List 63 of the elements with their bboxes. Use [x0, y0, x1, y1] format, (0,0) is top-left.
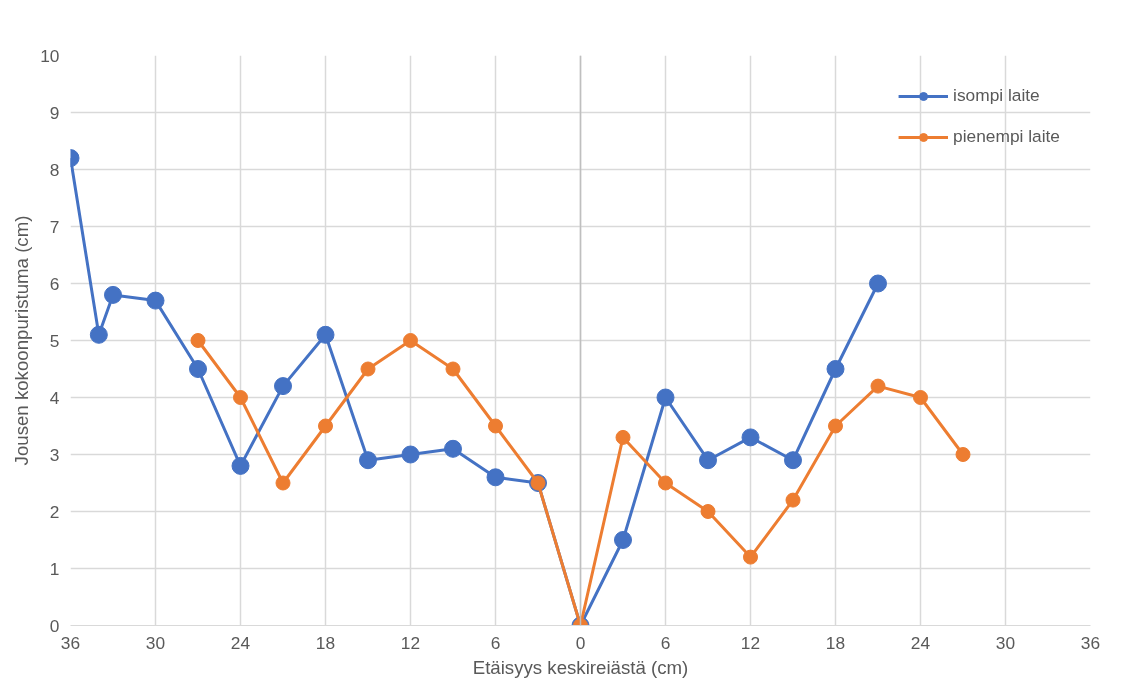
y-tick-label: 8: [49, 159, 60, 180]
y-tick-label: 10: [40, 45, 60, 66]
point: [146, 291, 165, 310]
x-tick-label: 6: [490, 632, 501, 653]
point: [231, 456, 250, 475]
point: [615, 429, 631, 445]
point: [656, 388, 675, 407]
point: [274, 377, 292, 396]
point: [614, 531, 632, 549]
point: [445, 361, 461, 377]
y-tick-label: 1: [49, 558, 60, 579]
point: [488, 418, 503, 434]
x-tick-label: 12: [740, 632, 761, 653]
point: [743, 549, 758, 565]
point: [741, 428, 760, 447]
x-tick-label: 24: [230, 632, 251, 653]
x-tick-label: 0: [575, 632, 586, 653]
point: [233, 390, 248, 405]
point: [189, 360, 207, 378]
x-tick-label: 18: [315, 632, 336, 653]
y-tick-label: 0: [49, 615, 60, 636]
x-axis-title: Etäisyys keskireiästä (cm): [472, 656, 689, 678]
point: [913, 390, 928, 405]
point: [318, 418, 333, 434]
point: [955, 447, 971, 462]
point: [104, 285, 122, 304]
point: [784, 451, 802, 470]
y-tick-label: 5: [49, 330, 60, 351]
x-tick-label: 24: [910, 632, 931, 653]
point: [359, 451, 377, 470]
point: [401, 445, 420, 464]
point: [699, 451, 717, 470]
legend-label: isompi laite: [953, 85, 1040, 106]
point: [870, 378, 886, 394]
x-tick-label: 36: [60, 632, 81, 653]
y-tick-label: 3: [49, 444, 60, 465]
y-tick-label: 9: [49, 102, 60, 123]
y-tick-label: 7: [49, 216, 60, 237]
point: [869, 274, 887, 293]
point: [444, 439, 462, 458]
y-tick-label: 6: [49, 273, 60, 294]
point: [275, 475, 291, 491]
point: [658, 475, 673, 491]
point: [828, 418, 843, 434]
point: [360, 361, 376, 377]
x-tick-label: 30: [145, 632, 166, 653]
y-tick-label: 4: [49, 387, 60, 408]
x-tick-label: 6: [660, 632, 671, 653]
point: [826, 360, 845, 378]
point: [316, 325, 335, 344]
x-tick-label: 30: [995, 632, 1016, 653]
x-tick-label: 36: [1080, 632, 1101, 653]
point: [89, 325, 108, 344]
legend-label: pienempi laite: [953, 126, 1060, 147]
point: [403, 333, 418, 348]
point: [190, 333, 206, 348]
x-tick-label: 12: [400, 632, 421, 653]
point: [486, 468, 505, 487]
x-tick-label: 18: [825, 632, 846, 653]
point: [785, 492, 801, 508]
y-tick-label: 2: [49, 501, 60, 522]
y-axis-title: Jousen kokoonpuristuma (cm): [11, 215, 33, 466]
point: [700, 504, 716, 519]
